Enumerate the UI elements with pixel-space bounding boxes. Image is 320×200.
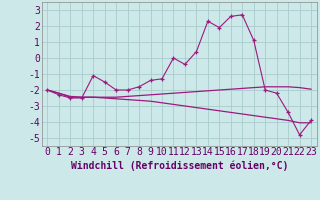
X-axis label: Windchill (Refroidissement éolien,°C): Windchill (Refroidissement éolien,°C): [70, 160, 288, 171]
